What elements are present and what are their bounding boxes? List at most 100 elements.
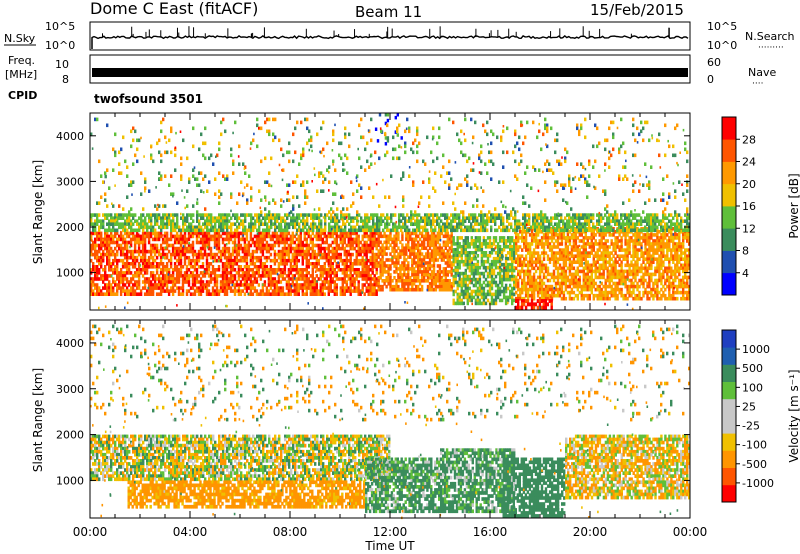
heatmap-cell (399, 249, 402, 253)
heatmap-cell (253, 277, 257, 281)
heatmap-cell (279, 289, 283, 293)
heatmap-cell (108, 255, 111, 260)
heatmap-cell (405, 273, 408, 277)
heatmap-cell (215, 231, 219, 236)
heatmap-cell (100, 258, 103, 263)
heatmap-cell (287, 249, 291, 254)
heatmap-cell (417, 252, 420, 256)
heatmap-cell (197, 274, 201, 278)
heatmap-cell (371, 292, 374, 296)
heatmap-cell (291, 234, 294, 239)
heatmap-cell (249, 289, 253, 293)
heatmap-cell (329, 280, 332, 284)
heatmap-cell (175, 271, 179, 275)
nsearch-label: N.Search (745, 30, 795, 43)
heatmap-cell (353, 286, 356, 290)
heatmap-cell (329, 258, 332, 263)
heatmap-cell (123, 255, 127, 260)
heatmap-cell (119, 243, 123, 248)
heatmap-cell (131, 249, 135, 254)
heatmap-cell (243, 292, 247, 296)
heatmap-cell (289, 265, 293, 269)
heatmap-cell (139, 268, 143, 272)
heatmap-cell (221, 286, 225, 290)
heatmap-cell (239, 237, 243, 242)
heatmap-cell (185, 271, 189, 275)
cpid-value: twofsound 3501 (94, 92, 203, 106)
heatmap-cell (590, 275, 593, 280)
heatmap-cell (181, 274, 185, 278)
heatmap-cell (251, 240, 255, 245)
heatmap-cell (347, 289, 350, 293)
heatmap-cell (112, 268, 115, 272)
heatmap-cell (153, 280, 157, 284)
heatmap-cell (102, 243, 105, 248)
heatmap-cell (112, 252, 115, 257)
heatmap-cell (173, 268, 177, 272)
heatmap-cell (255, 271, 259, 275)
heatmap-cell (227, 240, 231, 245)
heatmap-cell (225, 289, 229, 293)
heatmap-cell (345, 231, 348, 236)
heatmap-cell (426, 237, 430, 242)
heatmap-cell (269, 280, 273, 284)
heatmap-cell (263, 246, 267, 251)
heatmap-cell (379, 264, 382, 268)
heatmap-cell (494, 283, 498, 288)
heatmap-cell (311, 271, 314, 275)
heatmap-cell (313, 255, 316, 260)
heatmap-cell (426, 249, 430, 253)
heatmap-cell (289, 246, 293, 251)
heatmap-cell (96, 252, 99, 257)
heatmap-cell (179, 252, 183, 257)
heatmap-cell (363, 240, 366, 245)
heatmap-cell (245, 231, 249, 236)
heatmap-cell (171, 286, 175, 290)
heatmap-cell (393, 276, 396, 280)
heatmap-cell (682, 245, 685, 249)
heatmap-cell (195, 280, 199, 284)
heatmap-cell (195, 268, 199, 272)
heatmap-cell (201, 255, 205, 260)
heatmap-cell (121, 262, 125, 266)
heatmap-cell (432, 267, 436, 271)
heatmap-cell (333, 289, 336, 293)
heatmap-cell (428, 240, 432, 245)
heatmap-cell (106, 237, 109, 242)
heatmap-cell (321, 286, 324, 290)
heatmap-cell (116, 268, 119, 272)
heatmap-cell (255, 234, 259, 239)
heatmap-cell (185, 274, 189, 278)
heatmap-cell (167, 274, 171, 278)
heatmap-cell (291, 265, 294, 269)
heatmap-cell (231, 231, 235, 236)
heatmap-cell (169, 258, 173, 263)
heatmap-cell (383, 240, 386, 245)
heatmap-cell (157, 234, 161, 239)
heatmap-cell (209, 234, 213, 239)
heatmap-cell (436, 276, 440, 280)
heatmap-cell (397, 284, 400, 289)
heatmap-cell (432, 255, 436, 259)
heatmap-cell (335, 283, 338, 287)
heatmap-cell (381, 264, 384, 268)
heatmap-cell (424, 279, 428, 283)
heatmap-cell (175, 280, 179, 284)
heatmap-cell (432, 237, 436, 242)
heatmap-cell (383, 264, 386, 268)
heatmap-cell (279, 252, 283, 257)
heatmap-cell (397, 261, 400, 265)
heatmap-cell (169, 252, 173, 257)
heatmap-cell (401, 282, 404, 286)
heatmap-cell (349, 271, 352, 275)
heatmap-cell (169, 289, 173, 293)
heatmap-cell (129, 255, 133, 260)
heatmap-cell (422, 279, 426, 283)
heatmap-cell (249, 292, 253, 296)
heatmap-cell (267, 271, 271, 275)
heatmap-cell (277, 249, 281, 254)
heatmap-cell (428, 287, 432, 292)
heatmap-cell (215, 252, 219, 257)
heatmap-cell (223, 283, 227, 287)
heatmap-cell (407, 264, 410, 268)
